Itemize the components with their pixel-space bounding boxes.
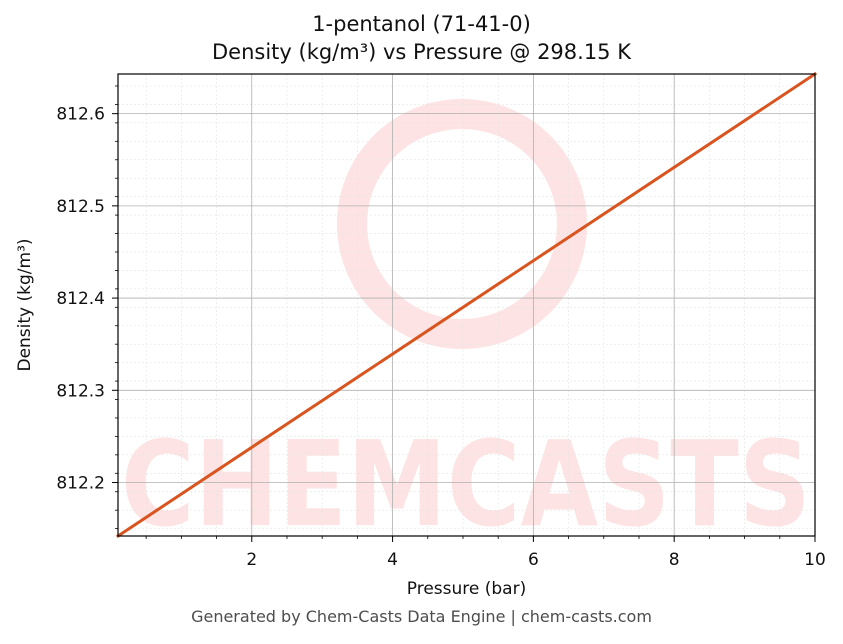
x-tick-label: 6: [528, 550, 539, 570]
y-tick-label: 812.5: [56, 197, 105, 217]
axis-ticks: 2 4 6 8 10 812.2 812.3 812.4 812.5 812.6: [56, 85, 826, 570]
axes-frame: [117, 73, 816, 537]
footer-credit: Generated by Chem-Casts Data Engine | ch…: [191, 607, 652, 626]
watermark-ring: [337, 99, 587, 349]
y-axis-label: Density (kg/m³): [15, 238, 35, 371]
series-layer: [115, 71, 818, 539]
y-tick-label: 812.3: [56, 381, 105, 401]
x-tick-label: 10: [804, 550, 826, 570]
major-grid: [118, 74, 816, 536]
density-series-line: [115, 71, 818, 539]
y-tick-label: 812.2: [56, 474, 105, 494]
chart-subtitle: Density (kg/m³) vs Pressure @ 298.15 K: [211, 40, 631, 64]
chart-title: 1-pentanol (71-41-0): [312, 12, 531, 36]
x-tick-label: 2: [246, 550, 257, 570]
y-tick-label: 812.4: [56, 289, 105, 309]
x-tick-label: 4: [387, 550, 398, 570]
watermark-text: CHEMCASTS: [121, 415, 811, 553]
chemcasts-watermark: CHEMCASTS: [121, 99, 811, 553]
x-tick-label: 8: [669, 550, 680, 570]
y-tick-label: 812.6: [56, 105, 105, 125]
x-axis-label: Pressure (bar): [407, 579, 526, 599]
